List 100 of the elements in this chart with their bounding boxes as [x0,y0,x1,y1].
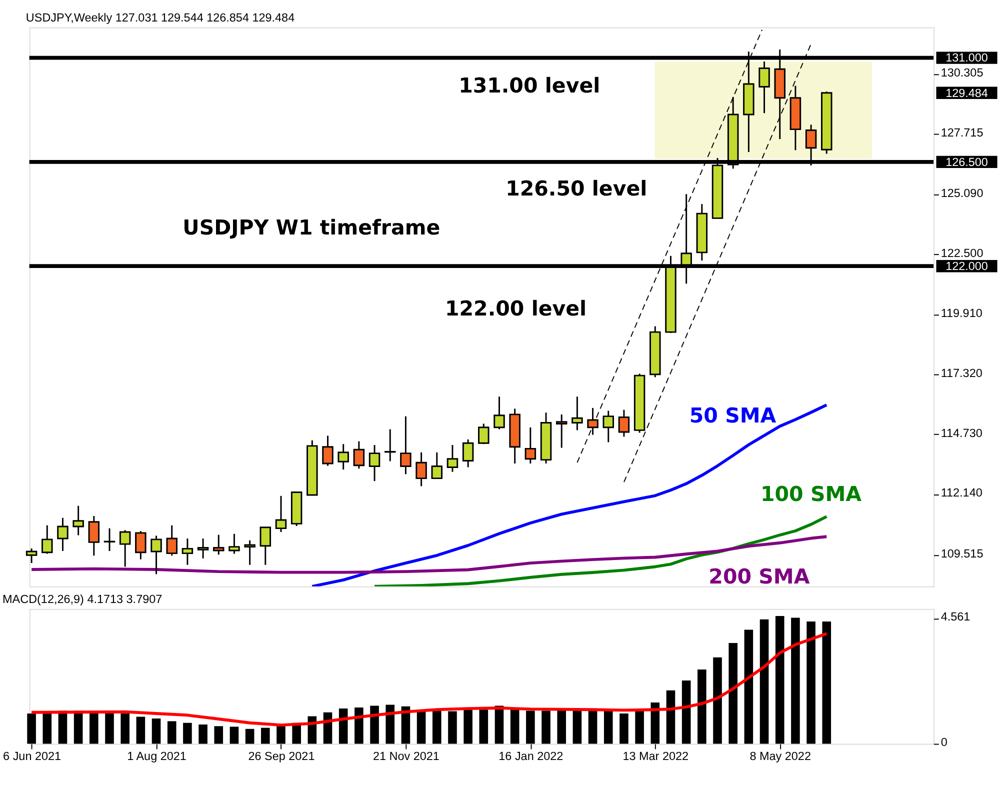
bar [167,721,176,744]
candlestick [368,444,380,482]
bar [416,710,426,744]
series-label: 50 SMA [689,404,776,428]
candlestick [524,426,536,464]
bar [386,704,395,744]
bar [572,710,582,744]
candlestick [384,428,396,462]
bar [261,728,270,744]
bar [635,710,644,744]
candlestick [119,529,131,568]
y-tick-label: 122.500 [940,246,984,260]
bar [698,669,706,744]
y-tick-label: 0 [940,736,948,750]
bar [542,710,550,744]
bar [42,712,52,744]
bar [822,622,832,744]
ref-line-label: 126.500 [946,156,988,169]
line-series [30,632,828,727]
candlestick [42,524,53,555]
candlestick [57,517,68,552]
candlestick [572,396,583,431]
bar [58,710,68,744]
chart-title: USDJPY,Weekly 127.031 129.544 126.854 129.484 [26,11,296,24]
x-tick-label: 16 Jan 2022 [498,750,564,763]
bar [198,724,208,744]
y-tick-label: 114.730 [940,426,983,440]
bar [370,706,379,744]
candlestick [602,410,614,443]
bar [760,619,769,744]
bar [588,710,598,744]
x-tick-label: 13 Mar 2022 [622,750,689,763]
candlestick [618,409,630,438]
candlestick [88,515,100,556]
candlestick [104,528,116,552]
bar [791,618,800,744]
bar [230,726,239,744]
bar [464,710,472,744]
bar [744,630,754,744]
candlestick [72,505,84,536]
bar [479,710,488,744]
y-tick-label: 127.715 [940,126,984,140]
y-tick-label: 125.090 [940,187,984,200]
candlestick [182,538,194,566]
series-label: 200 SMA [708,564,810,589]
annotation: 131.00 level [458,73,600,98]
candlestick [556,414,568,449]
x-tick-label: 1 Aug 2021 [127,750,186,763]
candlestick [166,524,178,556]
candlestick [228,533,240,555]
bar [105,714,114,744]
candlestick [260,526,272,566]
candlestick [462,438,474,468]
candlestick [353,440,365,470]
candlestick [446,444,458,473]
x-tick-label: 8 May 2022 [750,750,811,763]
bar [557,710,566,744]
bar [214,726,224,744]
candlestick [400,416,412,475]
candlestick [587,407,598,436]
x-tick-label: 26 Sep 2021 [248,750,315,763]
ref-line-label: 122.000 [946,260,988,274]
bar [432,710,442,744]
candlestick [135,530,146,560]
text: 129.484 [946,86,988,100]
candlestick [150,534,162,575]
annotation: 122.00 level [445,296,587,320]
bar [666,690,676,744]
y-tick-label: 119.910 [940,306,983,320]
series-label: 100 SMA [760,482,862,506]
y-tick-label: 130.305 [940,66,984,80]
y-tick-label: 109.515 [940,547,984,560]
bar [682,680,691,744]
bar [604,710,613,744]
y-tick-label: 117.320 [940,366,983,380]
ref-line-label: 131.000 [946,52,988,65]
x-tick-label: 21 Nov 2021 [372,750,440,763]
candlestick [26,548,38,564]
candlestick [478,422,490,445]
bar [245,728,254,744]
candlestick [494,396,505,430]
chart-title: MACD(12,26,9) 4.1713 3.7907 [2,593,162,606]
candlestick [213,534,224,556]
candlestick [322,435,334,467]
candlestick [431,452,443,480]
y-tick-label: 4.561 [940,610,970,624]
bar [728,643,738,744]
bar [806,622,816,744]
bar [183,722,192,744]
bar [354,707,364,744]
bar [136,716,146,744]
bar [620,714,628,744]
bar [713,657,722,744]
candlestick [338,443,349,470]
bar [120,714,130,744]
bar [448,711,457,744]
bar [90,714,98,744]
candlestick [197,538,209,560]
candlestick [416,452,427,487]
annotation: USDJPY W1 timeframe [182,215,440,240]
